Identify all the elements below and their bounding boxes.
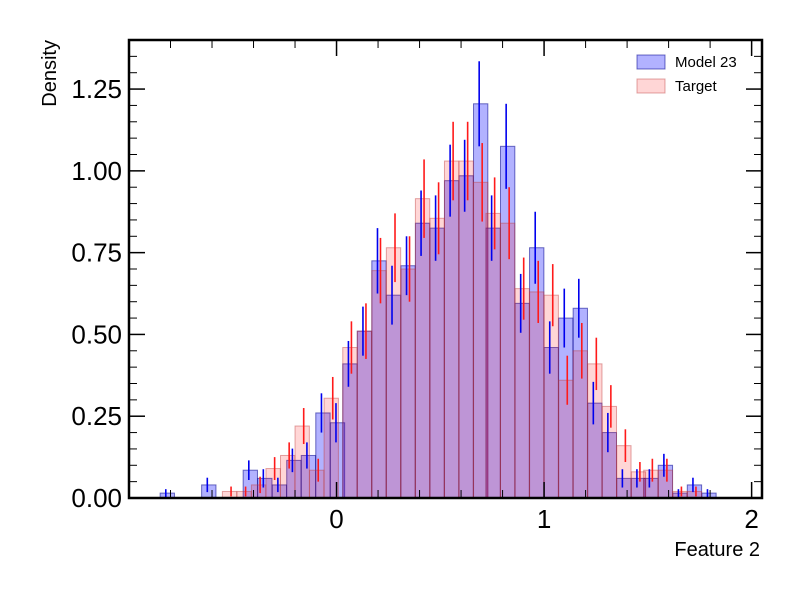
axis-ticks [129, 40, 762, 499]
x-tick-labels: 0 1 2 [329, 504, 759, 534]
target-bar [601, 405, 618, 499]
target-bar [429, 217, 445, 499]
y-tick-label: 0.50 [71, 319, 122, 349]
target-bar [385, 247, 402, 499]
target-bar [543, 294, 559, 499]
model-bars [159, 103, 717, 499]
legend-swatch-target [636, 78, 666, 94]
target-bar [414, 198, 431, 499]
x-tick-label: 0 [329, 504, 343, 534]
target-bar [458, 160, 474, 499]
target-bar [657, 469, 674, 499]
target-bar [356, 330, 373, 499]
y-tick-label: 1.00 [71, 156, 122, 186]
y-tick-label: 1.25 [71, 74, 122, 104]
y-tick-labels: 0.00 0.25 0.50 0.75 1.00 1.25 [71, 74, 122, 513]
target-bars [221, 160, 703, 499]
legend: Model 23 Target [636, 54, 737, 95]
legend-label-model: Model 23 [675, 54, 737, 71]
target-bar [587, 363, 603, 499]
y-tick-label: 0.25 [71, 401, 122, 431]
target-bar [443, 160, 460, 499]
target-bar [371, 270, 387, 499]
target-bar [309, 469, 325, 499]
x-tick-label: 2 [744, 504, 758, 534]
model-bar [201, 484, 217, 499]
legend-label-target: Target [675, 78, 718, 95]
y-axis-label: Density [39, 40, 61, 107]
y-tick-label: 0.00 [71, 483, 122, 513]
target-bar [400, 268, 416, 499]
target-bar [529, 291, 545, 499]
legend-swatch-model [636, 54, 666, 70]
target-bar [643, 469, 659, 499]
target-bar [485, 212, 501, 499]
y-tick-label: 0.75 [71, 238, 122, 268]
target-bar [342, 347, 358, 499]
target-bar [558, 379, 574, 499]
x-axis-label: Feature 2 [674, 539, 760, 561]
target-bar [616, 445, 632, 499]
target-bar [499, 222, 516, 499]
target-bar [572, 350, 588, 499]
model-error-bars [164, 61, 709, 498]
target-error-bars [230, 121, 697, 497]
target-bar [514, 288, 530, 499]
x-tick-label: 1 [537, 504, 551, 534]
